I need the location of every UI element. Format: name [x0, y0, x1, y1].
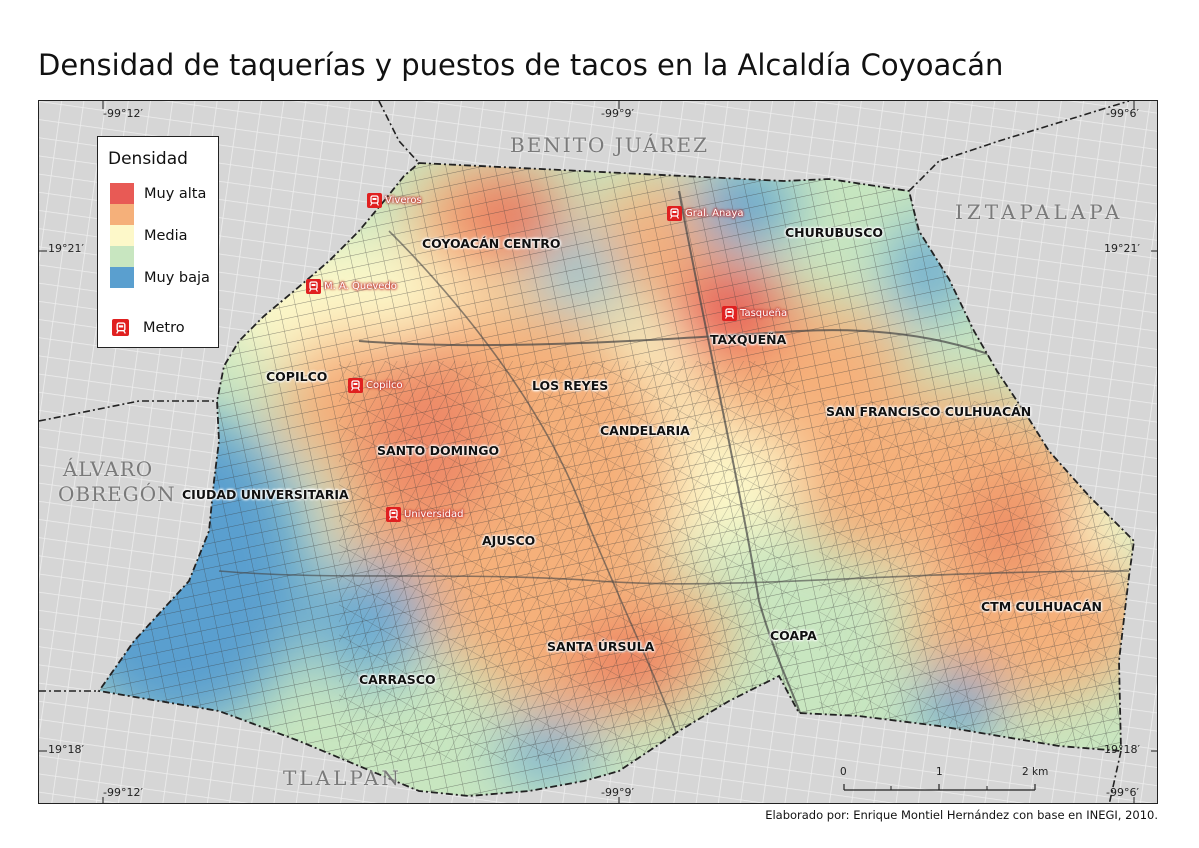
legend-swatch	[110, 225, 134, 246]
metro-tasquena[interactable]: Tasqueña	[722, 306, 787, 321]
legend-label: Media	[144, 227, 188, 244]
scale-bar: 0 1 2 km	[840, 764, 1048, 798]
legend-label-metro: Metro	[143, 319, 185, 336]
borough-boundary-west	[39, 400, 217, 422]
map-title: Densidad de taquerías y puestos de tacos…	[38, 48, 1004, 82]
borough-boundary-north	[378, 101, 420, 164]
label-ctm-culhuacan: CTM CULHUACÁN	[981, 599, 1102, 614]
graticule-ticks	[39, 101, 1157, 803]
label-ciudad-universitaria: CIUDAD UNIVERSITARIA	[182, 487, 349, 502]
district-tlalpan: TLALPAN	[283, 766, 402, 790]
label-san-francisco-culhuacan: SAN FRANCISCO CULHUACÁN	[826, 404, 1032, 419]
map-canvas	[39, 101, 1157, 803]
coord-top-2: -99°9′	[601, 107, 634, 120]
map-frame[interactable]	[38, 100, 1158, 804]
legend-item-very-low: Muy baja	[110, 267, 210, 288]
label-ajusco: AJUSCO	[482, 533, 536, 548]
label-churubusco: CHURUBUSCO	[785, 225, 884, 240]
metro-icon	[722, 306, 737, 321]
coord-bottom-1: -99°12′	[103, 786, 143, 799]
legend-swatch	[110, 204, 134, 225]
metro-label-tasquena: Tasqueña	[740, 308, 788, 319]
metro-label-universidad: Universidad	[404, 509, 464, 520]
coord-top-1: -99°12′	[103, 107, 143, 120]
label-los-reyes: LOS REYES	[532, 378, 609, 393]
label-santa-ursula: SANTA ÚRSULA	[547, 639, 655, 654]
label-carrasco: CARRASCO	[359, 672, 436, 687]
legend-label: Muy baja	[144, 269, 210, 286]
scale-label-0: 0	[840, 766, 847, 778]
metro-icon	[306, 279, 321, 294]
coord-right-2: 19°18′	[1104, 743, 1140, 756]
legend-item-very-high: Muy alta	[110, 183, 206, 204]
metro-icon	[112, 319, 129, 336]
scale-label-1: 1	[936, 766, 943, 778]
label-candelaria: CANDELARIA	[600, 423, 690, 438]
metro-gral-anaya[interactable]: Gral. Anaya	[667, 206, 743, 221]
metro-copilco[interactable]: Copilco	[348, 378, 403, 393]
metro-icon	[386, 507, 401, 522]
coord-left-2: 19°18′	[48, 743, 84, 756]
metro-label-viveros: Viveros	[385, 195, 422, 206]
credit-text: Elaborado por: Enrique Montiel Hernández…	[765, 808, 1158, 822]
label-taxquena: TAXQUEÑA	[710, 332, 787, 347]
metro-label-m-a-quevedo: M. A. Quevedo	[324, 281, 397, 292]
borough-boundary-ne	[908, 101, 1130, 192]
coord-bottom-3: -99°6′	[1106, 786, 1139, 799]
legend-label: Muy alta	[144, 185, 207, 202]
legend-title: Densidad	[108, 149, 188, 169]
district-iztapalapa: IZTAPALAPA	[955, 200, 1124, 224]
metro-label-gral-anaya: Gral. Anaya	[685, 208, 744, 219]
label-coyoacan-centro: COYOACÁN CENTRO	[422, 236, 561, 251]
scale-label-2: 2 km	[1022, 766, 1049, 778]
borough-boundary-south	[1108, 750, 1122, 803]
metro-icon	[667, 206, 682, 221]
legend-item-metro: Metro	[112, 319, 185, 336]
metro-viveros[interactable]: Viveros	[367, 193, 422, 208]
metro-m-a-quevedo[interactable]: M. A. Quevedo	[306, 279, 397, 294]
label-copilco: COPILCO	[266, 369, 328, 384]
district-alvaro-obregon: ÁLVARO OBREGÓN	[58, 457, 176, 506]
legend: Densidad Muy alta Media Muy baja Metro	[97, 136, 219, 348]
coord-left-1: 19°21′	[48, 242, 84, 255]
label-santo-domingo: SANTO DOMINGO	[377, 443, 500, 458]
legend-item-low	[110, 246, 144, 267]
legend-swatch	[110, 183, 134, 204]
coord-bottom-2: -99°9′	[601, 786, 634, 799]
legend-swatch	[110, 246, 134, 267]
district-benito-juarez: BENITO JUÁREZ	[510, 133, 710, 157]
legend-item-medium: Media	[110, 225, 188, 246]
coord-top-3: -99°6′	[1106, 107, 1139, 120]
coord-right-1: 19°21′	[1104, 242, 1140, 255]
metro-icon	[348, 378, 363, 393]
scale-bar-graphic	[843, 784, 1036, 791]
metro-universidad[interactable]: Universidad	[386, 507, 463, 522]
coyoacan-boundary	[97, 162, 1135, 797]
metro-label-copilco: Copilco	[366, 380, 403, 391]
metro-icon	[367, 193, 382, 208]
legend-swatch	[110, 267, 134, 288]
legend-item-high	[110, 204, 144, 225]
label-coapa: COAPA	[770, 628, 817, 643]
